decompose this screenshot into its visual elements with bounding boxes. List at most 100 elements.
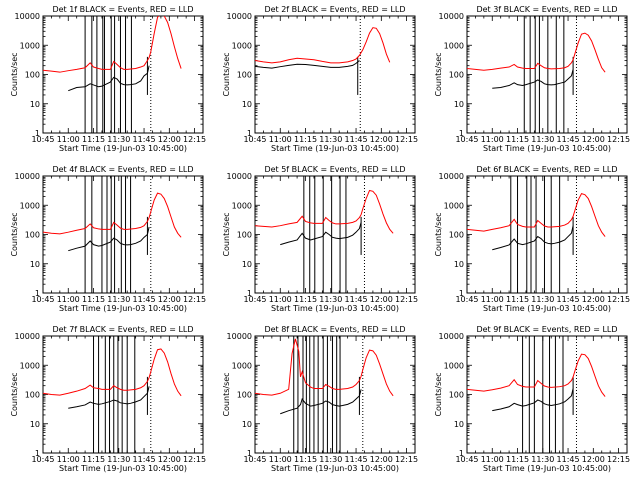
x-tick-label: 11:00 [481, 455, 504, 464]
y-tick-label: 100 [25, 231, 40, 240]
y-tick-label: 1 [459, 449, 464, 458]
x-tick-label: 12:00 [158, 295, 181, 304]
panel-data [43, 336, 182, 453]
events-series-line [255, 60, 360, 69]
y-tick-label: 1 [35, 289, 40, 298]
y-tick-label: 10000 [15, 332, 40, 341]
y-tick-label: 100 [237, 391, 252, 400]
panel-8: Det 8f BLACK = Events, RED = LLD 1 10 100 10… [222, 325, 418, 473]
x-tick-label: 12:15 [183, 295, 206, 304]
y-tick-label: 1000 [444, 201, 464, 210]
panel-data [43, 16, 182, 133]
y-tick-label: 1000 [232, 361, 252, 370]
events-series-line [68, 226, 150, 252]
x-axis-label: Start Time (19-Jun-03 10:45:00) [59, 304, 187, 313]
y-tick-label: 10000 [439, 332, 464, 341]
x-tick-label: 10:45 [31, 135, 54, 144]
lld-series-line [255, 27, 391, 64]
x-tick-label: 11:15 [294, 295, 317, 304]
x-tick-label: 11:45 [345, 135, 368, 144]
panel-7: Det 7f BLACK = Events, RED = LLD 1 10 100 10… [10, 325, 206, 473]
panel-title: Det 9f BLACK = Events, RED = LLD [476, 325, 617, 334]
x-tick-label: 12:00 [370, 135, 393, 144]
x-tick-label: 10:45 [243, 295, 266, 304]
y-tick-label: 1000 [20, 41, 40, 50]
y-tick-label: 10 [454, 100, 464, 109]
panel-title: Det 3f BLACK = Events, RED = LLD [476, 5, 617, 14]
x-tick-label: 11:15 [506, 135, 529, 144]
lld-series-line [255, 189, 394, 234]
x-tick-label: 12:15 [183, 455, 206, 464]
panel-4: Det 4f BLACK = Events, RED = LLD 1 10 100 10… [10, 165, 206, 313]
y-tick-label: 10 [242, 260, 252, 269]
y-tick-label: 1 [459, 289, 464, 298]
y-axis-label: Counts/sec [434, 212, 443, 256]
y-tick-label: 100 [237, 71, 252, 80]
panel-5: Det 5f BLACK = Events, RED = LLD 1 10 100 10… [222, 165, 418, 313]
x-tick-label: 11:45 [133, 295, 156, 304]
y-tick-label: 100 [449, 231, 464, 240]
plot-frame [42, 335, 204, 454]
events-series-line [68, 65, 150, 92]
y-axis-label: Counts/sec [10, 212, 19, 256]
x-tick-label: 11:00 [269, 455, 292, 464]
lld-series-line [43, 192, 182, 238]
y-tick-label: 100 [449, 391, 464, 400]
y-tick-label: 100 [25, 71, 40, 80]
y-axis-label: Counts/sec [10, 52, 19, 96]
plot-frame [254, 175, 416, 294]
events-series-line [68, 386, 150, 409]
y-axis-label: Counts/sec [222, 372, 231, 416]
plot-frame [42, 15, 204, 134]
x-tick-label: 11:30 [531, 295, 554, 304]
x-tick-label: 11:00 [269, 295, 292, 304]
lld-series-line [467, 193, 606, 237]
x-tick-label: 12:00 [582, 295, 605, 304]
x-tick-label: 11:00 [57, 295, 80, 304]
lld-series-line [467, 32, 606, 73]
x-tick-label: 12:00 [158, 455, 181, 464]
x-tick-label: 11:00 [57, 135, 80, 144]
x-tick-label: 11:30 [107, 295, 130, 304]
y-tick-label: 10 [454, 260, 464, 269]
lld-series-line [43, 16, 182, 73]
x-tick-label: 12:15 [607, 135, 630, 144]
x-tick-label: 10:45 [455, 135, 478, 144]
x-tick-label: 12:15 [607, 455, 630, 464]
events-series-line [280, 389, 362, 415]
x-tick-label: 12:00 [370, 455, 393, 464]
x-tick-label: 11:45 [557, 455, 580, 464]
x-tick-label: 11:45 [345, 295, 368, 304]
panel-data [255, 16, 391, 133]
panel-data [467, 336, 606, 453]
x-tick-label: 10:45 [243, 455, 266, 464]
y-tick-label: 10000 [439, 172, 464, 181]
y-tick-label: 10000 [439, 12, 464, 21]
x-tick-label: 10:45 [455, 295, 478, 304]
y-axis-label: Counts/sec [10, 372, 19, 416]
y-tick-label: 1 [35, 129, 40, 138]
y-tick-label: 10000 [15, 12, 40, 21]
panel-data [467, 176, 606, 293]
panel-9: Det 9f BLACK = Events, RED = LLD 1 10 100 10… [434, 325, 630, 473]
x-tick-label: 11:45 [557, 295, 580, 304]
y-axis-label: Counts/sec [222, 52, 231, 96]
x-axis-label: Start Time (19-Jun-03 10:45:00) [59, 144, 187, 153]
y-tick-label: 1000 [232, 201, 252, 210]
y-tick-label: 10 [242, 100, 252, 109]
x-tick-label: 11:15 [82, 295, 105, 304]
panel-3: Det 3f BLACK = Events, RED = LLD 1 10 100 10… [434, 5, 630, 153]
x-axis-label: Start Time (19-Jun-03 10:45:00) [271, 464, 399, 473]
x-tick-label: 11:15 [506, 455, 529, 464]
y-tick-label: 1000 [444, 361, 464, 370]
x-tick-label: 11:15 [294, 135, 317, 144]
x-tick-label: 12:15 [183, 135, 206, 144]
panel-6: Det 6f BLACK = Events, RED = LLD 1 10 100 10… [434, 165, 630, 313]
x-tick-label: 11:00 [57, 455, 80, 464]
y-tick-label: 10 [30, 100, 40, 109]
y-tick-label: 1 [35, 449, 40, 458]
x-tick-label: 12:00 [582, 455, 605, 464]
y-tick-label: 10000 [227, 332, 252, 341]
y-tick-label: 10 [30, 260, 40, 269]
x-tick-label: 11:00 [481, 135, 504, 144]
